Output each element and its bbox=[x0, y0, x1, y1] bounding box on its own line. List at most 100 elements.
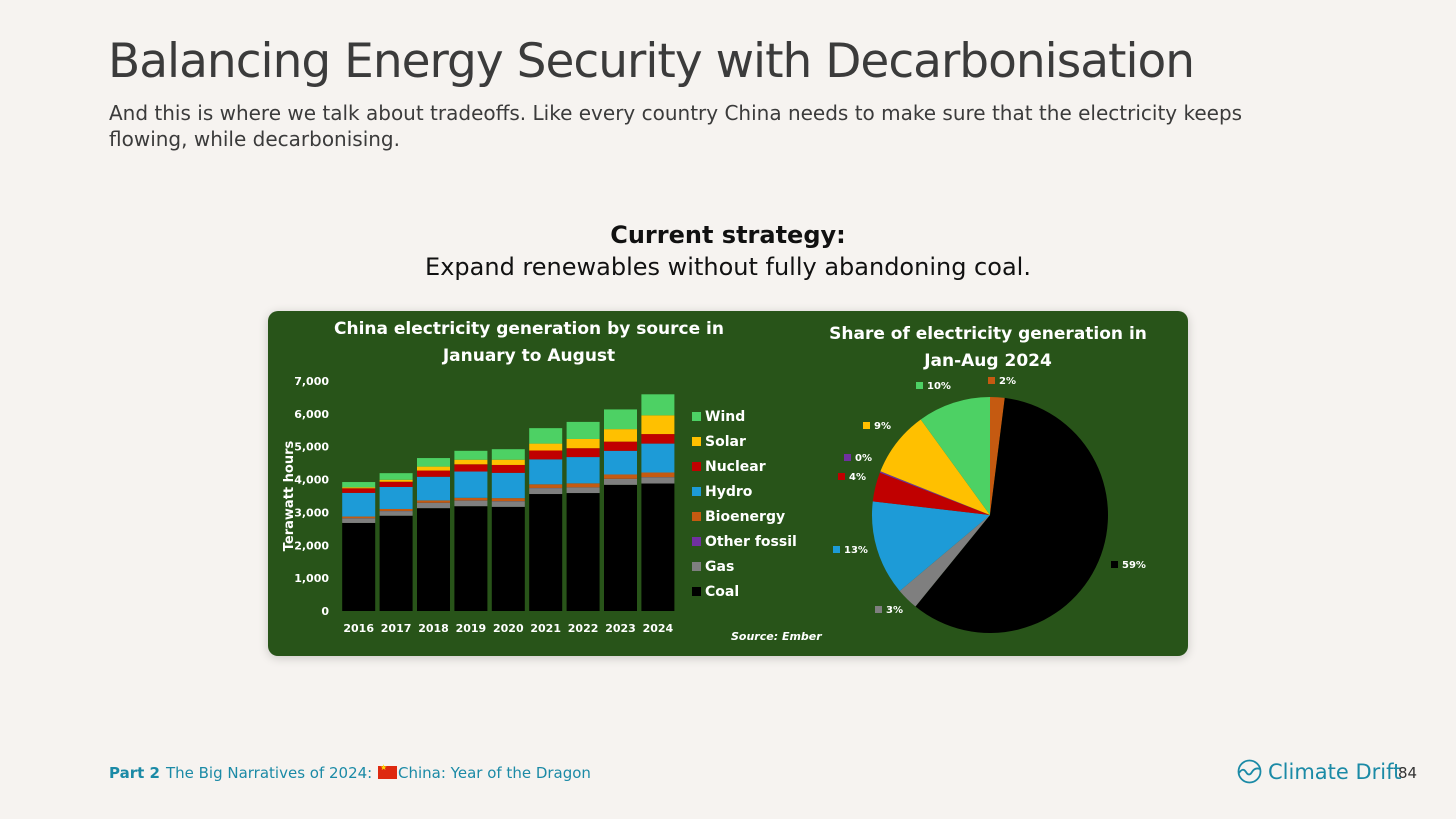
bar-segment bbox=[641, 415, 675, 435]
legend-label: Hydro bbox=[705, 484, 753, 500]
pie-label-swatch bbox=[833, 546, 840, 553]
pie-label-swatch bbox=[875, 606, 882, 613]
bar-segment bbox=[417, 476, 450, 501]
bar-segment bbox=[529, 443, 563, 451]
bar-segment bbox=[604, 441, 637, 451]
bar-segment bbox=[491, 498, 525, 502]
y-tick-label: 6,000 bbox=[294, 408, 329, 421]
page-number: 84 bbox=[1398, 764, 1418, 782]
bar-segment bbox=[529, 488, 563, 495]
bar-segment bbox=[342, 518, 376, 523]
chart-panel: China electricity generation by source i… bbox=[268, 311, 1188, 656]
bar-segment bbox=[379, 481, 413, 487]
y-tick-label: 3,000 bbox=[294, 506, 329, 519]
bar-segment bbox=[379, 508, 413, 511]
bar-segment bbox=[342, 522, 376, 611]
legend-swatch bbox=[692, 562, 701, 571]
pie-label-swatch bbox=[838, 473, 845, 480]
y-tick-label: 1,000 bbox=[294, 572, 329, 585]
slide-subtitle: And this is where we talk about tradeoff… bbox=[109, 101, 1243, 151]
pie-slice bbox=[880, 419, 990, 515]
bar-segment bbox=[529, 484, 563, 488]
legend-label: Nuclear bbox=[705, 459, 766, 475]
x-tick-label: 2017 bbox=[381, 622, 412, 635]
climate-drift-logo-icon bbox=[1237, 759, 1262, 784]
legend-label: Solar bbox=[705, 434, 746, 450]
pie-title-line1: Share of electricity generation in bbox=[829, 324, 1147, 344]
pie-slice-label: 13% bbox=[844, 545, 868, 556]
footer-part-subtitle: China: Year of the Dragon bbox=[398, 764, 591, 782]
y-tick-label: 2,000 bbox=[294, 539, 329, 552]
footer-part-title: The Big Narratives of 2024: bbox=[165, 764, 373, 782]
bar-segment bbox=[342, 516, 376, 519]
x-tick-label: 2019 bbox=[456, 622, 487, 635]
legend-swatch bbox=[692, 512, 701, 521]
bar-segment bbox=[641, 483, 675, 611]
x-tick-label: 2020 bbox=[493, 622, 524, 635]
pie-slice-label: 2% bbox=[999, 376, 1016, 387]
legend-swatch bbox=[692, 487, 701, 496]
bar-segment bbox=[491, 501, 525, 507]
bar-segment bbox=[454, 497, 488, 501]
bar-segment bbox=[491, 472, 525, 499]
strategy-body: Expand renewables without fully abandoni… bbox=[425, 253, 1031, 281]
legend-label: Other fossil bbox=[705, 534, 797, 550]
bar-segment bbox=[379, 473, 413, 480]
y-tick-label: 5,000 bbox=[294, 441, 329, 454]
pie-slice-label: 59% bbox=[1122, 560, 1146, 571]
bar-segment bbox=[417, 500, 450, 503]
pie-slice-label: 10% bbox=[927, 381, 951, 392]
bar-segment bbox=[641, 443, 675, 473]
x-tick-label: 2021 bbox=[530, 622, 561, 635]
y-tick-label: 7,000 bbox=[294, 375, 329, 388]
x-tick-label: 2024 bbox=[643, 622, 674, 635]
bar-segment bbox=[641, 472, 675, 478]
x-tick-label: 2016 bbox=[343, 622, 374, 635]
bar-segment bbox=[417, 502, 450, 509]
bar-segment bbox=[417, 470, 450, 477]
footer-part: Part 2 The Big Narratives of 2024: China:… bbox=[109, 763, 591, 782]
x-tick-label: 2023 bbox=[605, 622, 636, 635]
bar-segment bbox=[454, 471, 488, 498]
legend-label: Bioenergy bbox=[705, 509, 785, 525]
x-tick-label: 2022 bbox=[568, 622, 599, 635]
bar-chart-title-line2: January to August bbox=[442, 346, 615, 366]
bar-segment bbox=[342, 488, 376, 493]
strategy-heading: Current strategy: bbox=[610, 221, 846, 249]
pie-slice-label: 9% bbox=[874, 421, 891, 432]
legend-swatch bbox=[692, 537, 701, 546]
bar-segment bbox=[454, 500, 488, 507]
pie-slice bbox=[915, 397, 1108, 633]
bar-segment bbox=[604, 474, 637, 479]
bar-segment bbox=[566, 448, 600, 458]
pie-slice bbox=[990, 397, 1005, 515]
stacked-bar-chart: China electricity generation by source i… bbox=[282, 319, 822, 643]
china-flag-icon bbox=[378, 763, 398, 779]
bar-segment bbox=[491, 449, 525, 460]
pie-chart: Share of electricity generation in Jan-Au… bbox=[829, 324, 1147, 633]
legend-label: Wind bbox=[705, 409, 745, 425]
pie-slice bbox=[920, 397, 990, 515]
bar-segment bbox=[342, 487, 376, 489]
bar-segment bbox=[342, 492, 376, 517]
bar-segment bbox=[491, 464, 525, 473]
bar-segment bbox=[529, 494, 563, 611]
pie-slice bbox=[872, 472, 990, 515]
bar-segment bbox=[641, 434, 675, 444]
pie-label-swatch bbox=[1111, 561, 1118, 568]
source-note: Source: Ember bbox=[731, 630, 822, 643]
bar-segment bbox=[454, 506, 488, 611]
y-tick-label: 0 bbox=[321, 605, 329, 618]
bar-segment bbox=[604, 450, 637, 475]
pie-slice-label: 4% bbox=[849, 472, 866, 483]
bar-segment bbox=[566, 438, 600, 449]
brand-name: Climate Drift bbox=[1268, 759, 1402, 784]
pie-slice bbox=[899, 515, 990, 607]
bar-segment bbox=[379, 515, 413, 611]
bar-segment bbox=[604, 484, 637, 611]
bar-segment bbox=[454, 459, 488, 465]
legend-label: Gas bbox=[705, 559, 734, 575]
bar-segment bbox=[529, 450, 563, 460]
brand-logo: Climate Drift bbox=[1236, 758, 1401, 785]
legend-swatch bbox=[692, 437, 701, 446]
